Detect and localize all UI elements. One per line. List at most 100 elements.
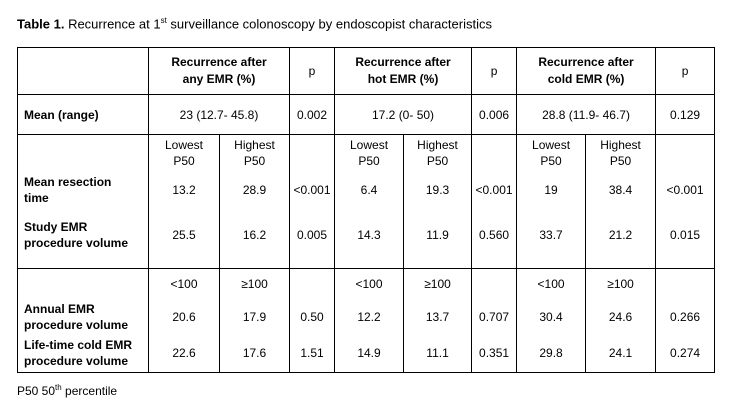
cell-value: 1.51 xyxy=(300,346,324,360)
col-ge100-label: ≥100 xyxy=(241,277,268,291)
cell-value: 19 xyxy=(544,183,558,197)
cell-value: <0.001 xyxy=(475,183,513,197)
group1-cold-lowest: Lowest P50 19 33.7 xyxy=(516,134,587,269)
group1-hot-highest: Highest P50 19.3 11.9 xyxy=(403,134,473,269)
table-caption: Table 1. Recurrence at 1st surveillance … xyxy=(17,16,492,31)
col-ge100-label: ≥100 xyxy=(607,277,634,291)
caption-text-2: surveillance colonoscopy by endoscopist … xyxy=(166,16,492,32)
header-row: Recurrence after any EMR (%) p Recurrenc… xyxy=(17,47,716,95)
group1-hot-p: <0.001 0.560 xyxy=(471,134,518,269)
group2-labels: Annual EMR procedure volume Life-time co… xyxy=(17,268,149,373)
row-label-line1: Study EMR xyxy=(24,220,88,234)
cell-value: 19.3 xyxy=(425,183,450,197)
group1-cold-highest: Highest P50 38.4 21.2 xyxy=(585,134,657,269)
mean-cold-p: 0.129 xyxy=(655,94,716,135)
mean-cold: 28.8 (11.9- 46.7) xyxy=(516,94,657,135)
row-label-line2: procedure volume xyxy=(24,236,129,250)
group2-hot-p: 0.707 0.351 xyxy=(471,268,518,373)
cell-value: 12.2 xyxy=(357,310,381,324)
cell-value: 0.560 xyxy=(479,228,510,242)
cell-value: 24.1 xyxy=(608,346,633,360)
row-label-line1: Life-time cold EMR xyxy=(24,338,133,352)
col-lowest-line1: Lowest xyxy=(350,138,389,152)
footnote-sup: th xyxy=(55,383,62,392)
header-cold-emr: Recurrence after cold EMR (%) xyxy=(516,47,657,95)
cell-value: 0.351 xyxy=(479,346,510,360)
cell-value: 17.6 xyxy=(242,346,267,360)
group2-hot-lt100: <100 12.2 14.9 xyxy=(334,268,405,373)
cell-value: 0.50 xyxy=(300,310,324,324)
cell-value: <0.001 xyxy=(666,183,704,197)
cell-value: 24.6 xyxy=(608,310,633,324)
cell-value: 11.1 xyxy=(426,346,449,360)
col-lowest-line2: P50 xyxy=(540,154,562,168)
group2-any-ge100: ≥100 17.9 17.6 xyxy=(218,268,291,373)
col-ge100-label: ≥100 xyxy=(424,277,451,291)
cell-value: 0.274 xyxy=(670,346,701,360)
cell-value: 0.005 xyxy=(297,228,328,242)
col-lowest-line2: P50 xyxy=(358,154,380,168)
mean-hot: 17.2 (0- 50) xyxy=(334,94,473,135)
header-any-line2: any EMR (%) xyxy=(182,72,256,86)
col-highest-line1: Highest xyxy=(600,138,641,152)
cell-value: 17.9 xyxy=(242,310,267,324)
cell-value: 20.6 xyxy=(172,310,196,324)
mean-row-label: Mean (range) xyxy=(17,94,149,135)
mean-any-p: 0.002 xyxy=(289,94,336,135)
row-label-line2: procedure volume xyxy=(24,318,129,332)
group1-any-lowest: Lowest P50 13.2 25.5 xyxy=(148,134,220,269)
cell-value: 25.5 xyxy=(172,228,196,242)
header-hot-p: p xyxy=(471,47,518,95)
cell-value: 30.4 xyxy=(539,310,563,324)
group1-any-p: <0.001 0.005 xyxy=(289,134,336,269)
cell-value: 6.4 xyxy=(360,183,378,197)
header-cold-line2: cold EMR (%) xyxy=(547,72,625,86)
cell-value: 22.6 xyxy=(172,346,196,360)
caption-sup: st xyxy=(160,16,167,25)
cell-value: 29.8 xyxy=(539,346,563,360)
row-label-line2: time xyxy=(24,191,49,205)
cell-value: 38.4 xyxy=(608,183,633,197)
mean-any: 23 (12.7- 45.8) xyxy=(147,94,291,135)
cell-value: <0.001 xyxy=(293,183,331,197)
header-hot-line2: hot EMR (%) xyxy=(367,72,439,86)
table-row: Life-time cold EMR procedure volume xyxy=(18,335,148,371)
group2-cold-ge100: ≥100 24.6 24.1 xyxy=(585,268,657,373)
cell-value: 13.7 xyxy=(425,310,450,324)
col-lowest-line2: P50 xyxy=(173,154,195,168)
group1-any-highest: Highest P50 28.9 16.2 xyxy=(218,134,291,269)
header-empty-cell xyxy=(17,47,149,95)
header-hot-emr: Recurrence after hot EMR (%) xyxy=(334,47,473,95)
header-hot-line1: Recurrence after xyxy=(355,55,451,69)
table-footnote: P50 50th percentile xyxy=(17,383,117,398)
col-lowest-line1: Lowest xyxy=(532,138,571,152)
header-any-line1: Recurrence after xyxy=(171,55,267,69)
col-highest-line2: P50 xyxy=(609,154,632,168)
group2-hot-ge100: ≥100 13.7 11.1 xyxy=(403,268,473,373)
cell-value: 14.9 xyxy=(357,346,381,360)
recurrence-table: Recurrence after any EMR (%) p Recurrenc… xyxy=(17,47,716,373)
cell-value: 0.015 xyxy=(670,228,701,242)
col-lowest-line1: Lowest xyxy=(164,138,204,152)
group2-cold-lt100: <100 30.4 29.8 xyxy=(516,268,587,373)
row-label-line2: procedure volume xyxy=(24,354,129,368)
col-highest-line2: P50 xyxy=(243,154,266,168)
footnote-text-1: P50 50 xyxy=(17,384,56,398)
col-highest-line2: P50 xyxy=(426,154,449,168)
cell-value: 33.7 xyxy=(539,228,563,242)
group2-any-p: 0.50 1.51 xyxy=(289,268,336,373)
col-lt100-label: <100 xyxy=(170,277,198,291)
group2-row: Annual EMR procedure volume Life-time co… xyxy=(17,268,716,373)
row-label-line1: Annual EMR xyxy=(24,302,95,316)
cell-value: 0.707 xyxy=(479,310,510,324)
col-highest-line1: Highest xyxy=(234,138,275,152)
table-row: Annual EMR procedure volume xyxy=(18,299,148,335)
col-lt100-label: <100 xyxy=(355,277,383,291)
caption-label: Table 1. xyxy=(17,16,65,32)
group1-labels: Mean resection time Study EMR procedure … xyxy=(17,134,149,269)
table-row: Mean resection time xyxy=(18,171,148,209)
table-row: Study EMR procedure volume xyxy=(18,209,148,261)
cell-value: 11.9 xyxy=(426,228,449,242)
cell-value: 16.2 xyxy=(242,228,267,242)
mean-hot-p: 0.006 xyxy=(471,94,518,135)
